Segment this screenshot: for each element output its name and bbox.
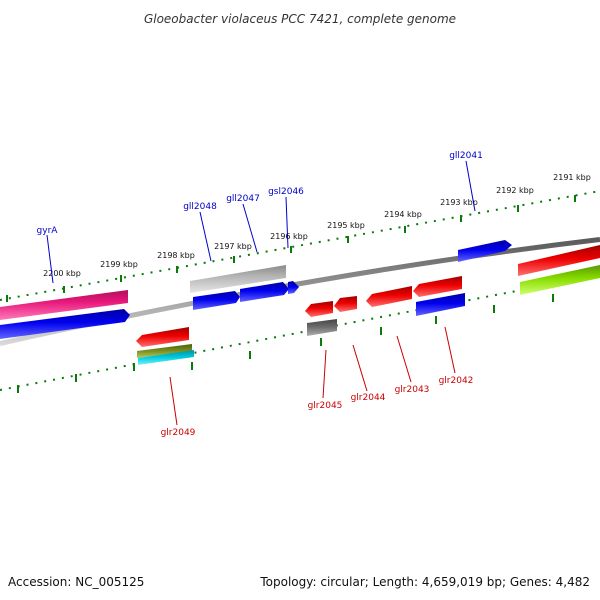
reverse-strand-features	[136, 276, 465, 365]
label-leader-line	[285, 196, 289, 249]
genome-backbone	[0, 237, 600, 346]
label-leader-line	[444, 326, 456, 374]
gene-feature-red-right[interactable]	[518, 245, 600, 276]
scale-label-2197: 2197 kbp	[214, 242, 252, 251]
scale-label-2191: 2191 kbp	[553, 173, 591, 182]
gene-label-gsl2046[interactable]: gsl2046	[268, 187, 304, 197]
gene-label-gll2048[interactable]: gll2048	[183, 202, 217, 212]
accession-text: Accession: NC_005125	[8, 575, 144, 589]
forward-gene-labels: gyrA gll2048 gll2047 gsl2046 gll2041	[37, 151, 483, 284]
label-leader-line	[465, 160, 476, 212]
gene-feature-glr2049-cyan[interactable]	[138, 350, 194, 365]
gene-feature-glr2042[interactable]	[413, 276, 462, 297]
gene-label-glr2044[interactable]: glr2044	[351, 393, 386, 403]
gene-feature-gyra[interactable]	[0, 290, 128, 320]
gene-feature-glr2045-gray[interactable]	[307, 319, 337, 336]
gene-feature-glr2045[interactable]	[305, 301, 333, 317]
gene-feature-gsl2046[interactable]	[288, 281, 299, 294]
gene-label-gll2041[interactable]: gll2041	[449, 151, 483, 161]
gene-feature-gll2048[interactable]	[193, 291, 240, 310]
gene-feature-glr2042-blue[interactable]	[416, 293, 465, 316]
gene-label-glr2045[interactable]: glr2045	[308, 401, 343, 411]
forward-strand-features	[0, 240, 600, 339]
label-leader-line	[46, 234, 54, 284]
scale-label-2192: 2192 kbp	[496, 186, 534, 195]
gene-feature-blue-long[interactable]	[0, 309, 130, 339]
gene-feature-glr2049-olive[interactable]	[137, 344, 192, 358]
gene-feature-glr2044[interactable]	[334, 296, 357, 312]
forward-scale-track: 2200 kbp 2199 kbp 2198 kbp 2197 kbp 2196…	[0, 173, 600, 302]
scale-label-2199: 2199 kbp	[100, 260, 138, 269]
genome-title: Gloeobacter violaceus PCC 7421, complete…	[144, 12, 456, 26]
gene-label-glr2042[interactable]: glr2042	[439, 376, 474, 386]
reverse-scale-track	[0, 274, 600, 393]
scale-label-2193: 2193 kbp	[440, 198, 478, 207]
label-leader-line	[396, 335, 412, 383]
scale-label-2196: 2196 kbp	[270, 232, 308, 241]
scale-label-2200: 2200 kbp	[43, 269, 81, 278]
genome-summary-text: Topology: circular; Length: 4,659,019 bp…	[259, 575, 590, 589]
label-leader-line	[169, 376, 178, 426]
gene-feature-glr2049-red[interactable]	[136, 327, 189, 347]
gene-feature-lime[interactable]	[520, 265, 600, 295]
gene-label-glr2043[interactable]: glr2043	[395, 385, 430, 395]
label-leader-line	[322, 349, 327, 399]
label-leader-line	[352, 344, 368, 392]
gene-label-glr2049[interactable]: glr2049	[161, 428, 196, 438]
scale-label-2198: 2198 kbp	[157, 251, 195, 260]
reverse-gene-labels: glr2049 glr2045 glr2044 glr2043 glr2042	[161, 326, 474, 438]
gene-feature-gll2041[interactable]	[458, 240, 512, 262]
gene-label-gyra[interactable]: gyrA	[37, 226, 59, 236]
label-leader-line	[242, 203, 258, 253]
gene-feature-gll2047[interactable]	[240, 282, 289, 302]
gene-feature-gll2048-gray[interactable]	[190, 265, 286, 293]
gene-feature-glr2043[interactable]	[366, 286, 412, 307]
reverse-scale-dotted-line	[0, 274, 600, 391]
gene-label-gll2047[interactable]: gll2047	[226, 194, 260, 204]
scale-label-2195: 2195 kbp	[327, 221, 365, 230]
label-leader-line	[199, 211, 212, 262]
scale-label-2194: 2194 kbp	[384, 210, 422, 219]
